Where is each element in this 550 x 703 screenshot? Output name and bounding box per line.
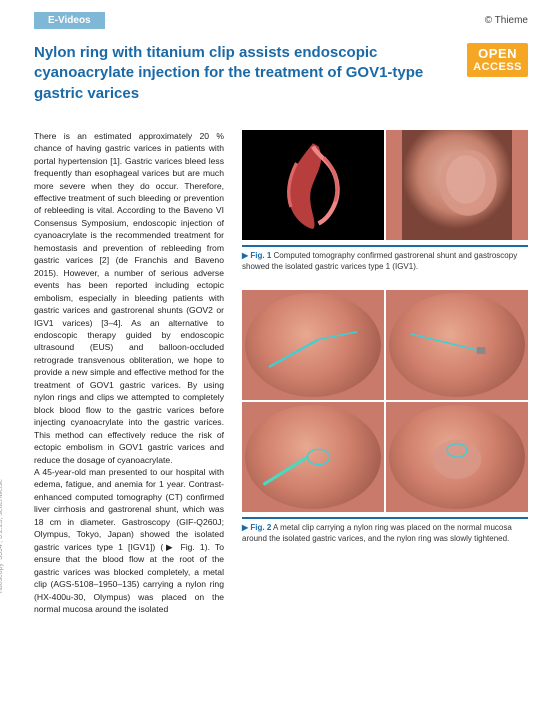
figure-2: ▶ Fig. 2 A metal clip carrying a nylon r…	[242, 290, 528, 545]
figure-1-grid	[242, 130, 528, 240]
figure-1-label: ▶ Fig. 1	[242, 251, 271, 260]
figure-2-panel-c	[242, 402, 384, 512]
title-row: Nylon ring with titanium clip assists en…	[34, 43, 528, 104]
figure-2-caption-text: A metal clip carrying a nylon ring was p…	[242, 523, 512, 543]
figure-2-panel-d	[386, 402, 528, 512]
open-access-badge: OPEN ACCESS	[467, 43, 528, 77]
header-bar: E-Videos © Thieme	[34, 12, 528, 29]
figure-2-grid	[242, 290, 528, 512]
ct-vessel-icon	[242, 130, 384, 240]
figure-column: ▶ Fig. 1 Computed tomography confirmed g…	[242, 130, 528, 616]
paragraph-1: There is an estimated approximately 20 %…	[34, 130, 224, 466]
figure-2-caption: ▶ Fig. 2 A metal clip carrying a nylon r…	[242, 517, 528, 545]
content-columns: There is an estimated approximately 20 %…	[34, 130, 528, 616]
clip-ring-icon	[386, 290, 528, 400]
open-access-line2: ACCESS	[473, 61, 522, 73]
figure-1: ▶ Fig. 1 Computed tomography confirmed g…	[242, 130, 528, 273]
body-text-column: There is an estimated approximately 20 %…	[34, 130, 224, 616]
figure-2-panel-a	[242, 290, 384, 400]
endoscopy-varix-icon	[386, 130, 528, 240]
figure-1-panel-ct	[242, 130, 384, 240]
article-title: Nylon ring with titanium clip assists en…	[34, 43, 455, 104]
figure-2-panel-b	[386, 290, 528, 400]
publisher-label: © Thieme	[485, 15, 528, 26]
figure-1-caption: ▶ Fig. 1 Computed tomography confirmed g…	[242, 245, 528, 273]
clip-ring-icon	[242, 290, 384, 400]
figure-1-caption-text: Computed tomography confirmed gastrorena…	[242, 251, 517, 271]
paragraph-2: A 45-year-old man presented to our hospi…	[34, 466, 224, 615]
side-rotated-text: ndoscopy '3594', 3.2.23, seitenweise	[0, 479, 4, 593]
clip-ring-icon	[242, 402, 384, 512]
figure-2-label: ▶ Fig. 2	[242, 523, 271, 532]
clip-ring-icon	[386, 402, 528, 512]
section-tab: E-Videos	[34, 12, 105, 29]
open-access-line1: OPEN	[473, 47, 522, 61]
page: ndoscopy '3594', 3.2.23, seitenweise E-V…	[0, 0, 550, 633]
figure-1-panel-endoscopy	[386, 130, 528, 240]
